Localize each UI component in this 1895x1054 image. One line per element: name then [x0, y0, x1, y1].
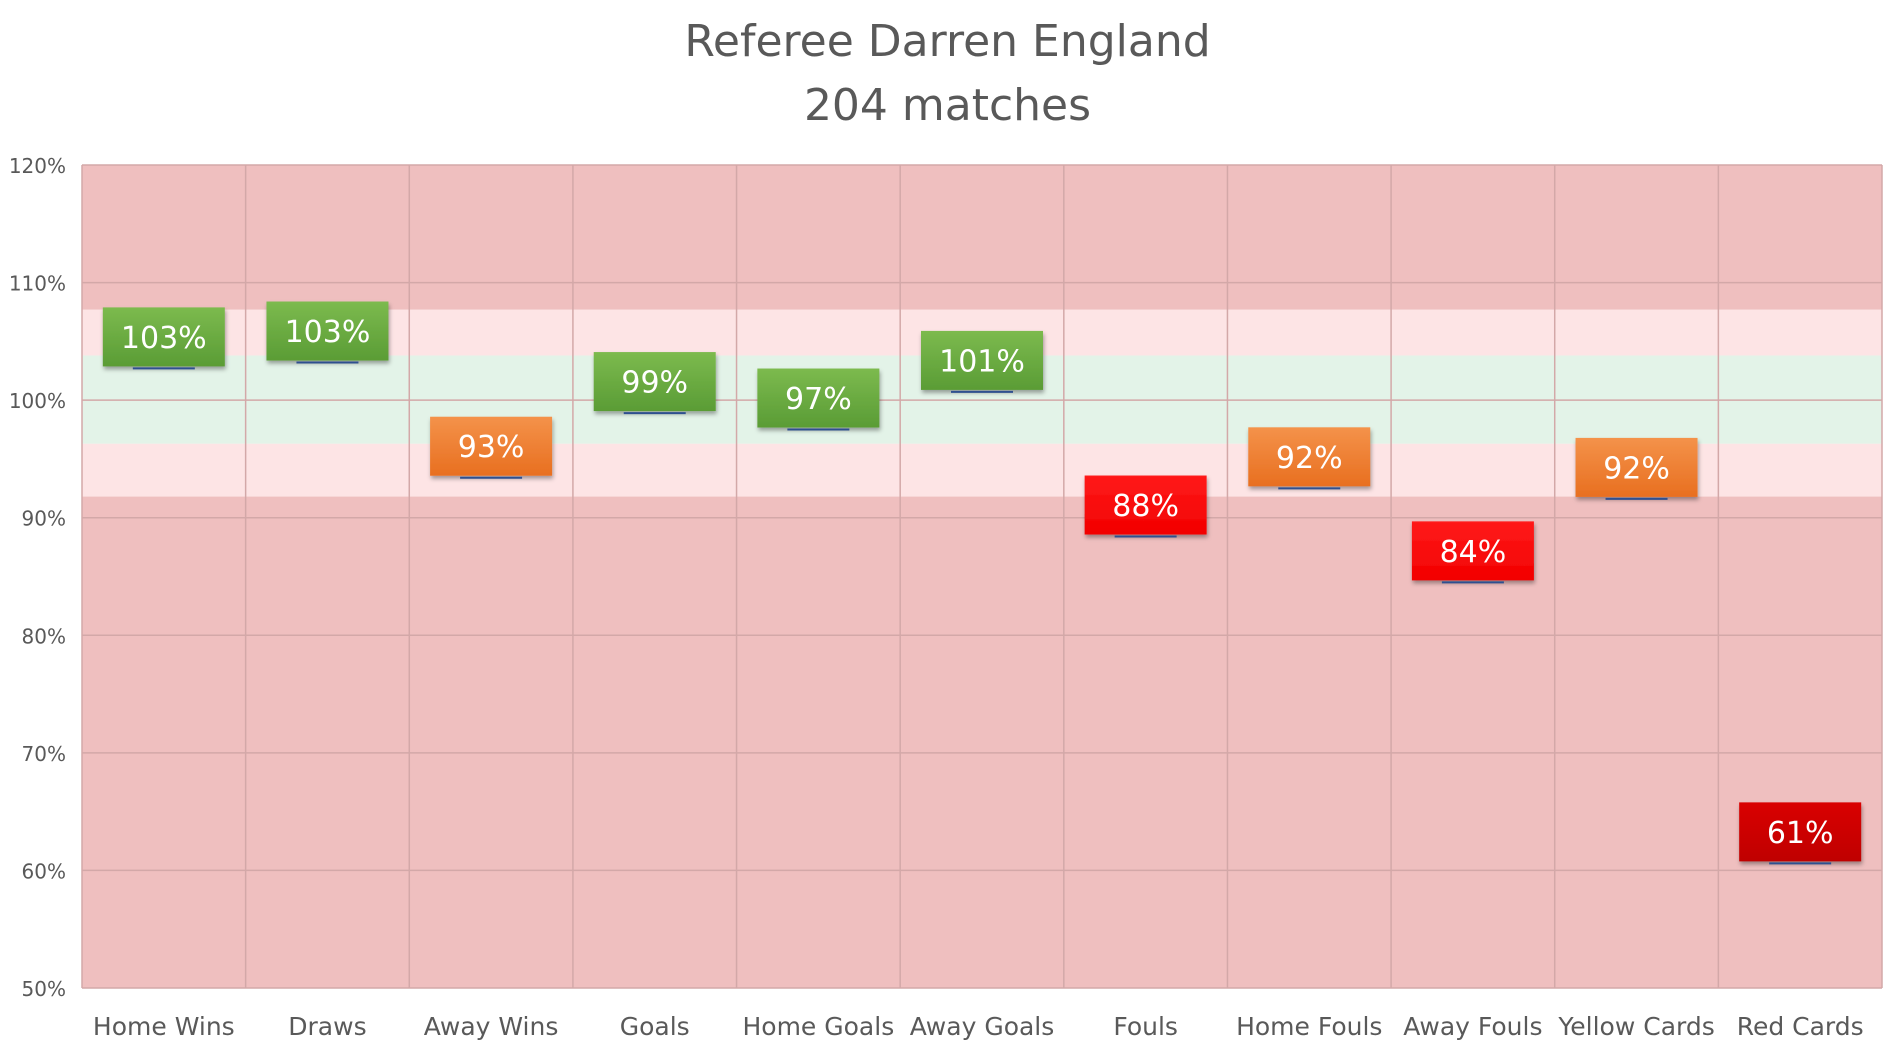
y-tick-label: 120%: [9, 154, 66, 178]
x-tick-label: Home Wins: [93, 1012, 235, 1041]
y-tick-label: 50%: [22, 977, 66, 1001]
data-label: 101%: [939, 344, 1025, 379]
y-tick-label: 100%: [9, 389, 66, 413]
y-tick-label: 70%: [22, 742, 66, 766]
value-box: [593, 352, 716, 412]
value-box: [921, 330, 1043, 390]
x-tick-label: Yellow Cards: [1557, 1012, 1714, 1041]
x-tick-label: Goals: [620, 1012, 690, 1041]
y-tick-label: 90%: [22, 507, 66, 531]
data-label: 84%: [1440, 535, 1507, 570]
value-box: [430, 416, 553, 476]
x-tick-label: Home Fouls: [1236, 1012, 1382, 1041]
data-label: 92%: [1276, 441, 1343, 476]
value-box: [1575, 437, 1698, 497]
value-box: [1739, 802, 1862, 862]
value-box: [757, 368, 880, 428]
x-tick-label: Red Cards: [1737, 1012, 1864, 1041]
value-box: [1084, 475, 1207, 535]
x-tick-label: Away Goals: [910, 1012, 1055, 1041]
x-tick-label: Fouls: [1113, 1012, 1178, 1041]
value-box: [1248, 427, 1371, 487]
data-label: 92%: [1603, 451, 1670, 486]
y-tick-label: 80%: [22, 624, 66, 648]
data-label: 99%: [621, 366, 688, 401]
x-tick-label: Draws: [288, 1012, 366, 1041]
value-box: [1411, 521, 1534, 581]
data-label: 97%: [785, 382, 852, 417]
data-label: 93%: [458, 430, 525, 465]
data-label: 103%: [285, 315, 371, 350]
x-tick-label: Home Goals: [742, 1012, 894, 1041]
value-box: [266, 301, 389, 361]
x-tick-label: Away Wins: [424, 1012, 559, 1041]
chart-subtitle: 204 matches: [803, 80, 1092, 131]
band-4: [82, 165, 1882, 310]
data-label: 103%: [121, 321, 207, 356]
x-tick-label: Away Fouls: [1403, 1012, 1542, 1041]
data-label: 88%: [1112, 489, 1179, 524]
chart-title: Referee Darren England: [684, 16, 1211, 67]
y-tick-label: 110%: [9, 272, 66, 296]
data-label: 61%: [1767, 816, 1834, 851]
y-tick-label: 60%: [22, 859, 66, 883]
value-box: [102, 307, 225, 367]
band-0: [82, 496, 1882, 988]
